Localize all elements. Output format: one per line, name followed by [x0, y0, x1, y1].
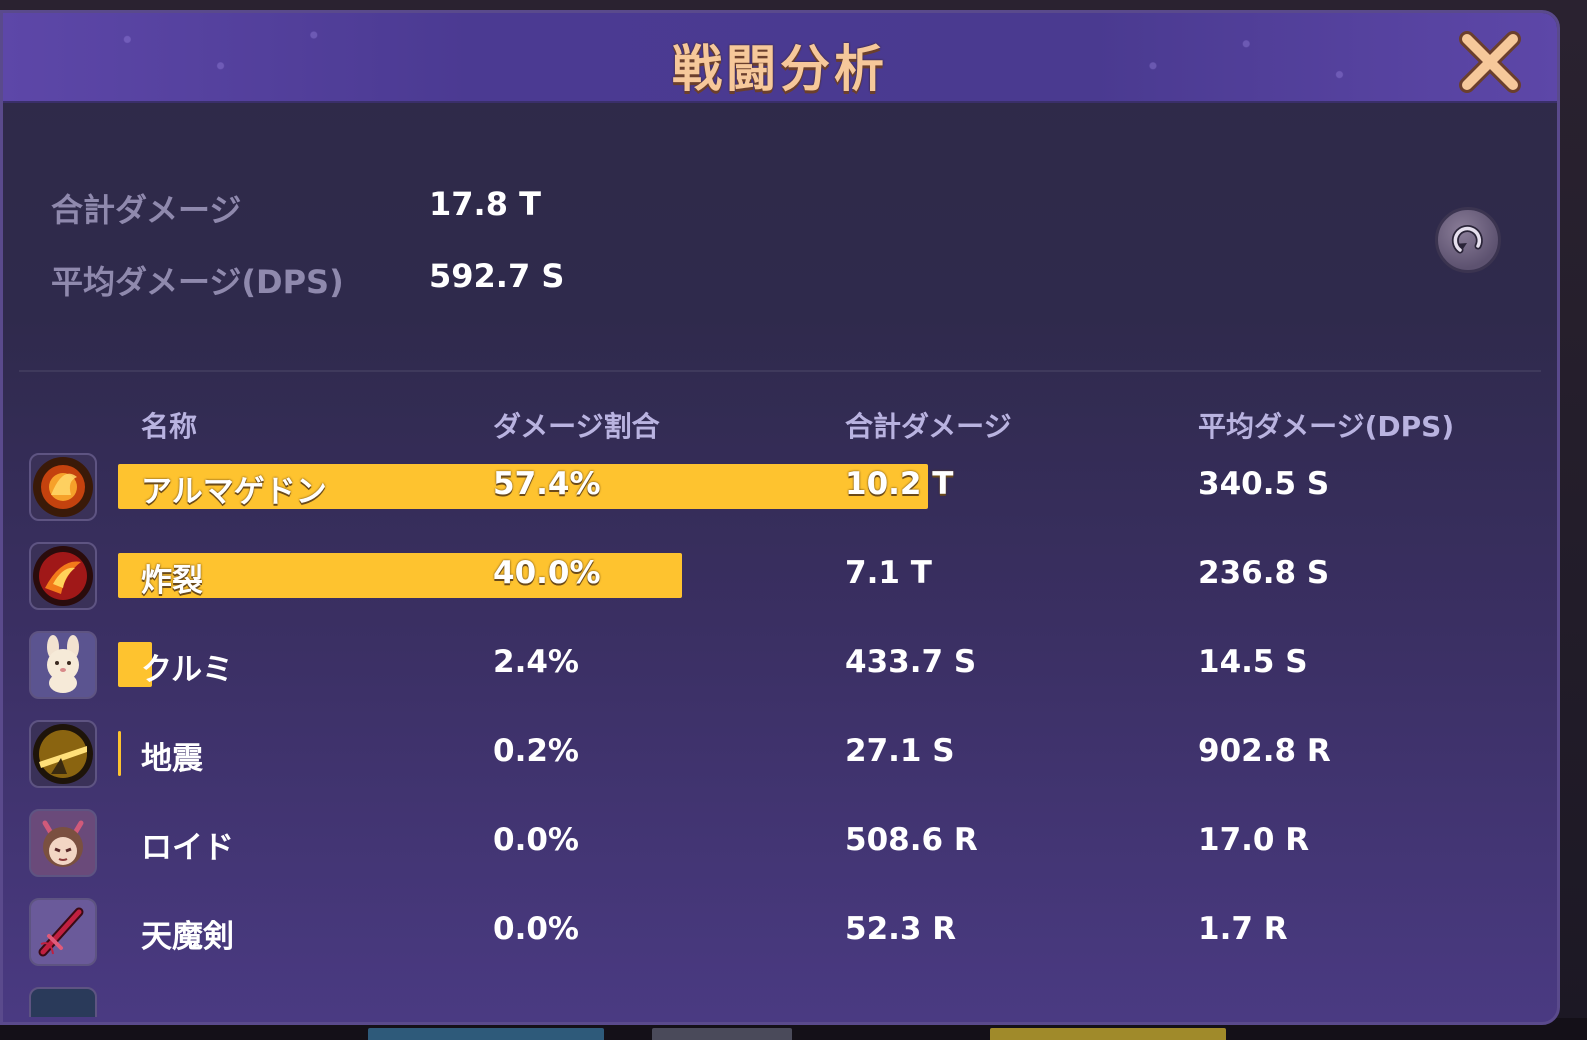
row-share: 0.2%: [493, 733, 579, 769]
table-row[interactable]: クルミ 2.4% 433.7 S 14.5 S: [3, 631, 1557, 713]
damage-share-bar: [118, 642, 152, 687]
damage-share-bar: [118, 731, 121, 776]
table-row[interactable]: ロイド 0.0% 508.6 R 17.0 R: [3, 809, 1557, 891]
rabbit-pet-icon: [29, 631, 97, 699]
close-button[interactable]: [1457, 29, 1523, 95]
skill-icon: [29, 987, 97, 1017]
row-name: 炸裂: [141, 563, 203, 599]
row-share: 0.0%: [493, 822, 579, 858]
column-header-dps: 平均ダメージ(DPS): [1198, 410, 1455, 443]
row-dps: 902.8 R: [1198, 733, 1331, 769]
row-name: 天魔剣: [141, 919, 234, 955]
earthquake-icon: [29, 720, 97, 788]
section-divider: [19, 370, 1541, 372]
row-name: ロイド: [141, 830, 234, 866]
row-name: アルマゲドン: [141, 474, 327, 510]
battle-analysis-dialog: 戦闘分析 合計ダメージ 17.8 T 平均ダメージ(DPS) 592.7 S 名…: [0, 10, 1560, 1025]
row-dps: 236.8 S: [1198, 555, 1330, 591]
demon-sword-icon: [29, 898, 97, 966]
hud-tab: [990, 1028, 1226, 1040]
column-header-share: ダメージ割合: [493, 410, 660, 443]
dialog-title: 戦闘分析: [672, 40, 888, 98]
row-share: 2.4%: [493, 644, 579, 680]
character-portrait-icon: [29, 809, 97, 877]
damage-share-bar: [118, 464, 928, 509]
hud-tab: [368, 1028, 604, 1040]
row-total: 433.7 S: [845, 644, 977, 680]
column-header-name: 名称: [141, 410, 198, 443]
dialog-header: 戦闘分析: [3, 13, 1557, 103]
refresh-icon: [1451, 225, 1483, 254]
row-total: 7.1 T: [845, 555, 932, 591]
row-name: クルミ: [141, 652, 234, 688]
total-damage-label: 合計ダメージ: [51, 191, 242, 229]
row-total: 27.1 S: [845, 733, 955, 769]
table-row[interactable]: アルマゲドン 57.4% 10.2 T 340.5 S: [3, 453, 1557, 535]
table-row-partial[interactable]: [3, 987, 1557, 1017]
row-share: 0.0%: [493, 911, 579, 947]
row-total: 508.6 R: [845, 822, 978, 858]
damage-share-bar: [118, 553, 682, 598]
row-total: 52.3 R: [845, 911, 957, 947]
column-header-total: 合計ダメージ: [845, 410, 1012, 443]
row-total: 10.2 T: [845, 466, 954, 502]
table-row[interactable]: 天魔剣 0.0% 52.3 R 1.7 R: [3, 898, 1557, 980]
row-name: 地震: [141, 741, 203, 777]
explosion-icon: [29, 542, 97, 610]
row-dps: 1.7 R: [1198, 911, 1288, 947]
row-share: 57.4%: [493, 466, 601, 502]
row-dps: 14.5 S: [1198, 644, 1308, 680]
row-share: 40.0%: [493, 555, 601, 591]
row-dps: 17.0 R: [1198, 822, 1310, 858]
total-damage-value: 17.8 T: [429, 185, 541, 223]
refresh-button[interactable]: [1435, 207, 1501, 273]
table-row[interactable]: 地震 0.2% 27.1 S 902.8 R: [3, 720, 1557, 802]
hud-tab: [652, 1028, 792, 1040]
fire-meteor-icon: [29, 453, 97, 521]
dps-value: 592.7 S: [429, 257, 565, 295]
close-icon: [1459, 31, 1521, 93]
row-dps: 340.5 S: [1198, 466, 1330, 502]
dps-label: 平均ダメージ(DPS): [51, 263, 344, 301]
table-row[interactable]: 炸裂 40.0% 7.1 T 236.8 S: [3, 542, 1557, 624]
